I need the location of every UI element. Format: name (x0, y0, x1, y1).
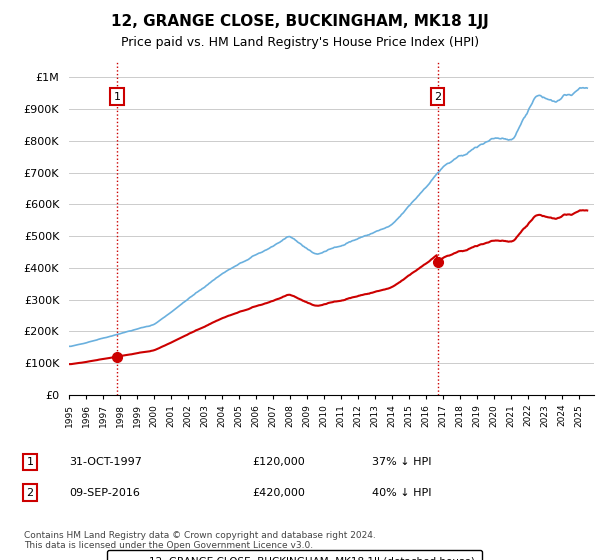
Text: £420,000: £420,000 (252, 488, 305, 498)
Text: Price paid vs. HM Land Registry's House Price Index (HPI): Price paid vs. HM Land Registry's House … (121, 36, 479, 49)
Text: 31-OCT-1997: 31-OCT-1997 (69, 457, 142, 467)
Text: 2: 2 (26, 488, 34, 498)
Text: 40% ↓ HPI: 40% ↓ HPI (372, 488, 431, 498)
Text: 1: 1 (113, 91, 121, 101)
Text: 37% ↓ HPI: 37% ↓ HPI (372, 457, 431, 467)
Text: £120,000: £120,000 (252, 457, 305, 467)
Text: Contains HM Land Registry data © Crown copyright and database right 2024.
This d: Contains HM Land Registry data © Crown c… (24, 530, 376, 550)
Text: 1: 1 (26, 457, 34, 467)
Text: 09-SEP-2016: 09-SEP-2016 (69, 488, 140, 498)
Text: 12, GRANGE CLOSE, BUCKINGHAM, MK18 1JJ: 12, GRANGE CLOSE, BUCKINGHAM, MK18 1JJ (111, 14, 489, 29)
Text: 2: 2 (434, 91, 441, 101)
Legend: 12, GRANGE CLOSE, BUCKINGHAM, MK18 1JJ (detached house), HPI: Average price, det: 12, GRANGE CLOSE, BUCKINGHAM, MK18 1JJ (… (107, 550, 482, 560)
